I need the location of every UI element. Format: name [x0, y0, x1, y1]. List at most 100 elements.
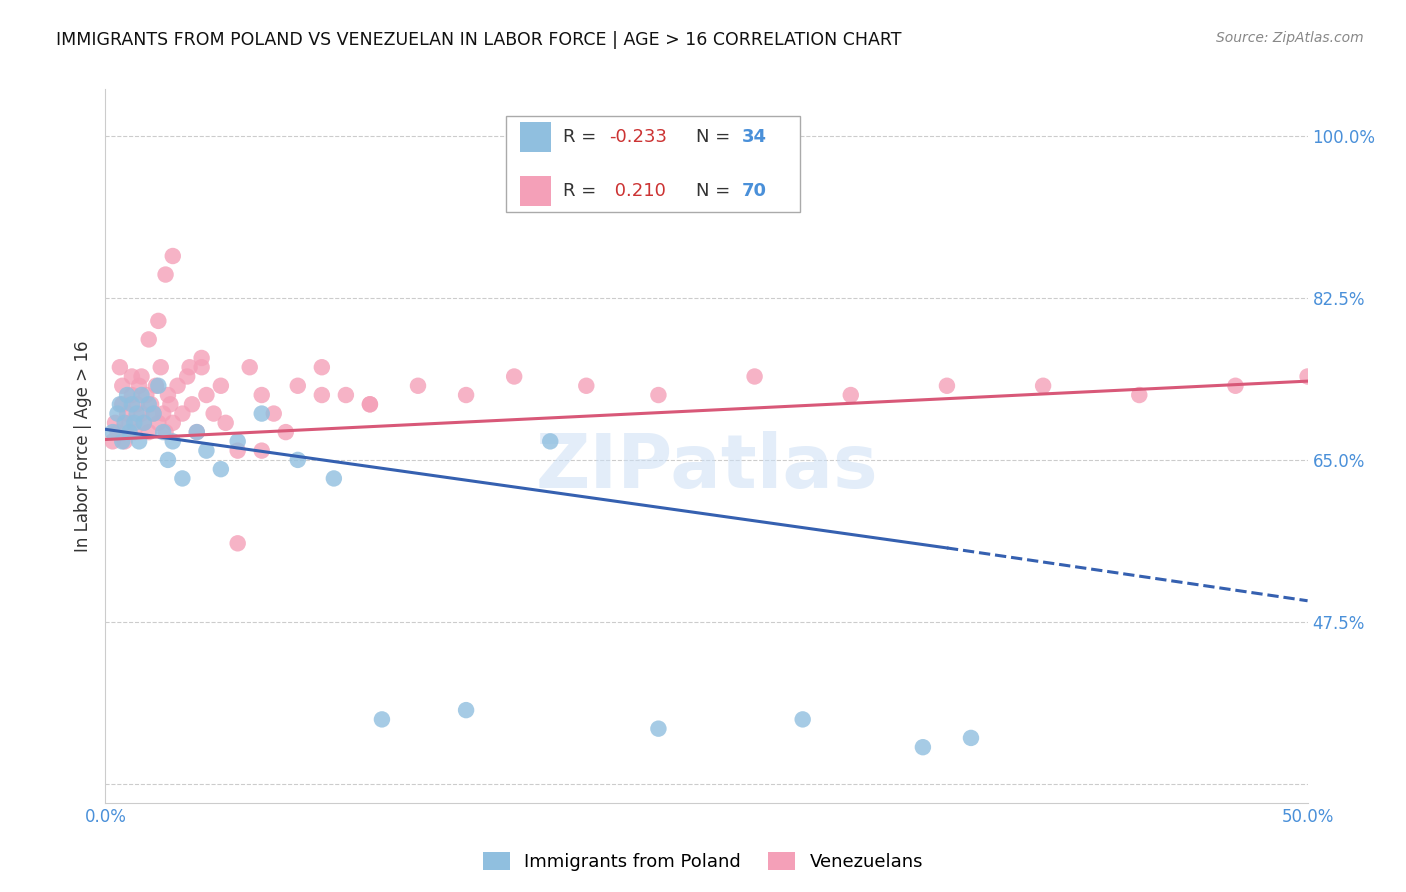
Point: [121, 397, 143, 411]
Point: [155, 425, 177, 439]
Point: [1296, 369, 1319, 384]
Point: [359, 397, 381, 411]
Point: [186, 425, 208, 439]
Point: [406, 378, 429, 392]
Point: [186, 425, 208, 439]
Point: [148, 378, 170, 392]
Point: [311, 360, 333, 375]
Point: [239, 360, 262, 375]
Point: [148, 416, 170, 430]
Point: [125, 407, 148, 421]
Point: [156, 453, 179, 467]
Point: [148, 314, 170, 328]
Point: [114, 434, 136, 449]
Point: [111, 434, 134, 449]
Point: [371, 712, 394, 726]
Point: [911, 740, 934, 755]
Point: [1128, 388, 1150, 402]
Point: [115, 407, 138, 421]
FancyBboxPatch shape: [520, 176, 551, 206]
Point: [335, 388, 357, 402]
Point: [274, 425, 297, 439]
Point: [128, 434, 150, 449]
Point: [162, 434, 184, 449]
Point: [209, 378, 232, 392]
Point: [124, 416, 146, 430]
Point: [226, 536, 249, 550]
Point: [181, 397, 204, 411]
Point: [195, 443, 218, 458]
Point: [172, 471, 194, 485]
Point: [159, 397, 181, 411]
Legend: Immigrants from Poland, Venezuelans: Immigrants from Poland, Venezuelans: [475, 845, 931, 879]
Point: [176, 369, 198, 384]
Point: [149, 360, 172, 375]
Point: [1225, 378, 1247, 392]
Text: Source: ZipAtlas.com: Source: ZipAtlas.com: [1216, 31, 1364, 45]
Point: [214, 416, 236, 430]
Point: [115, 388, 138, 402]
Point: [104, 416, 127, 430]
Point: [209, 462, 232, 476]
Text: R =: R =: [564, 182, 596, 200]
Point: [138, 397, 160, 411]
Point: [538, 434, 561, 449]
Y-axis label: In Labor Force | Age > 16: In Labor Force | Age > 16: [75, 340, 93, 552]
Point: [132, 416, 155, 430]
Point: [1032, 378, 1054, 392]
Text: N =: N =: [696, 182, 730, 200]
Point: [162, 416, 184, 430]
Point: [172, 407, 194, 421]
Point: [792, 712, 814, 726]
Point: [138, 425, 160, 439]
Point: [131, 369, 153, 384]
Point: [454, 703, 477, 717]
Point: [142, 407, 165, 421]
Point: [179, 360, 201, 375]
Point: [575, 378, 598, 392]
Point: [195, 388, 218, 402]
Text: 34: 34: [741, 128, 766, 146]
Point: [124, 425, 146, 439]
Point: [152, 407, 174, 421]
Point: [190, 360, 212, 375]
Point: [322, 471, 344, 485]
Point: [118, 416, 141, 430]
Text: IMMIGRANTS FROM POLAND VS VENEZUELAN IN LABOR FORCE | AGE > 16 CORRELATION CHART: IMMIGRANTS FROM POLAND VS VENEZUELAN IN …: [56, 31, 901, 49]
Text: R =: R =: [564, 128, 596, 146]
Point: [263, 407, 285, 421]
Point: [359, 397, 381, 411]
Point: [226, 434, 249, 449]
Point: [118, 425, 141, 439]
Text: ZIPatlas: ZIPatlas: [536, 431, 877, 504]
Point: [114, 416, 136, 430]
Text: 0.210: 0.210: [609, 182, 666, 200]
Point: [162, 249, 184, 263]
FancyBboxPatch shape: [520, 122, 551, 153]
Point: [202, 407, 225, 421]
Point: [125, 397, 148, 411]
Point: [128, 378, 150, 392]
Point: [108, 397, 131, 411]
Point: [101, 434, 124, 449]
Text: N =: N =: [696, 128, 730, 146]
Point: [839, 388, 862, 402]
Text: 70: 70: [741, 182, 766, 200]
Point: [454, 388, 477, 402]
Point: [135, 388, 157, 402]
Point: [108, 360, 131, 375]
Point: [121, 388, 143, 402]
Point: [647, 388, 669, 402]
Point: [647, 722, 669, 736]
Point: [226, 443, 249, 458]
Point: [503, 369, 526, 384]
Point: [111, 397, 134, 411]
Point: [139, 397, 162, 411]
Point: [311, 388, 333, 402]
Point: [152, 425, 174, 439]
Point: [744, 369, 766, 384]
Point: [156, 388, 179, 402]
Point: [111, 378, 134, 392]
Point: [155, 268, 177, 282]
Point: [142, 407, 165, 421]
